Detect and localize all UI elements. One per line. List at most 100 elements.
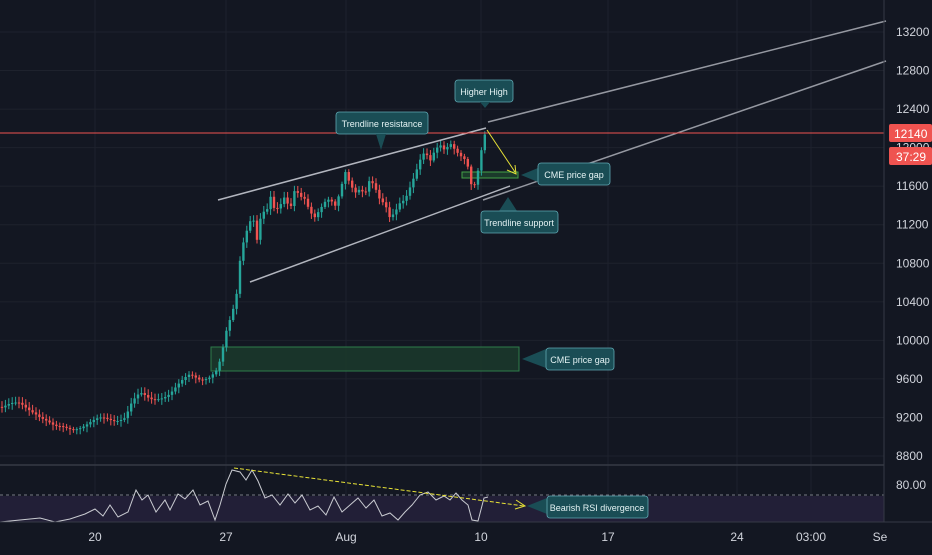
current-price-badge: 12140: [889, 124, 932, 142]
candle-body: [106, 417, 109, 419]
candle-body: [201, 379, 204, 381]
cme-gap-large-box[interactable]: [210, 346, 520, 372]
callout-cme-gap-large-label: CME price gap: [550, 355, 610, 365]
cme-gap-small-box[interactable]: [461, 171, 519, 179]
time-axis[interactable]: 20 27 Aug 10 17 24 03:00 Se: [88, 530, 887, 544]
candle-body: [310, 206, 313, 214]
candle-body: [480, 150, 483, 171]
candle-body: [425, 153, 429, 156]
y-tick-label: 13200: [896, 25, 930, 39]
candle-body: [34, 412, 38, 415]
trendline-resistance-line[interactable]: [217, 127, 487, 201]
candle-body: [31, 410, 34, 413]
candle-body: [374, 183, 378, 190]
candle-body: [269, 196, 272, 210]
candle-body: [0, 406, 4, 408]
projection-arrow: [486, 129, 517, 175]
candle-body: [388, 207, 391, 218]
candle-body: [48, 420, 51, 423]
x-tick-label: 17: [601, 530, 615, 544]
candle-body: [449, 144, 452, 147]
candle-body: [483, 134, 486, 151]
candle-body: [293, 191, 296, 207]
y-tick-label: 8800: [896, 449, 923, 463]
candle-body: [398, 203, 401, 210]
rsi-overbought-zone: [0, 496, 884, 522]
callout-trendline-support-label: Trendline support: [484, 218, 554, 228]
candle-body: [211, 374, 214, 378]
candle-body: [170, 391, 174, 395]
y-tick-label: 10400: [896, 295, 930, 309]
candle-body: [181, 380, 184, 384]
callout-trendline-resistance[interactable]: Trendline resistance: [335, 111, 429, 150]
callout-cme-gap-large[interactable]: CME price gap: [522, 347, 615, 371]
candle-body: [459, 152, 463, 157]
candle-body: [330, 199, 333, 202]
candle-body: [276, 207, 279, 209]
candle-body: [228, 320, 231, 331]
x-tick-label: Se: [873, 530, 888, 544]
y-tick-label: 12800: [896, 64, 930, 78]
candle-body: [432, 152, 435, 161]
candle-body: [252, 220, 255, 222]
candle-body: [354, 187, 357, 193]
candle-body: [75, 429, 78, 431]
callout-trendline-support[interactable]: Trendline support: [480, 197, 559, 234]
candle-body: [391, 214, 395, 218]
candle-body: [419, 159, 422, 170]
candle-body: [109, 418, 112, 421]
upper-channel-line[interactable]: [487, 20, 887, 123]
price-axis[interactable]: 1320012800124001200011600112001080010400…: [896, 25, 930, 463]
candle-body: [150, 397, 153, 400]
candle-body: [470, 166, 473, 185]
y-tick-label: 11600: [896, 179, 929, 193]
candle-body: [126, 411, 129, 419]
candle-body: [327, 199, 330, 202]
candle-body: [279, 204, 282, 209]
candle-body: [174, 387, 177, 392]
candle-body: [102, 417, 106, 419]
candle-body: [96, 418, 99, 420]
candle-body: [116, 421, 119, 423]
countdown-badge: 37:29: [889, 147, 932, 165]
candle-body: [303, 196, 306, 199]
rsi-divergence-line[interactable]: [233, 467, 525, 507]
candle-body: [133, 398, 136, 404]
callout-cme-gap-small[interactable]: CME price gap: [521, 162, 611, 186]
candle-body: [21, 402, 24, 405]
y-tick-label: 12400: [896, 102, 930, 116]
candle-body: [473, 184, 476, 186]
candle-body: [347, 172, 350, 181]
candle-body: [72, 429, 75, 431]
candle-body: [17, 402, 21, 404]
candle-body: [368, 181, 371, 192]
candle-body: [446, 146, 449, 150]
callout-higher-high[interactable]: Higher High: [454, 79, 514, 108]
candle-body: [82, 426, 85, 429]
callout-cme-gap-small-label: CME price gap: [544, 170, 604, 180]
candle-body: [194, 375, 197, 378]
candle-body: [119, 419, 123, 422]
candle-body: [153, 399, 157, 401]
candle-body: [286, 197, 289, 204]
candle-body: [157, 399, 160, 401]
candle-body: [11, 402, 14, 405]
candle-body: [184, 377, 187, 381]
candle-body: [89, 422, 92, 425]
candle-body: [130, 403, 133, 412]
candle-body: [198, 377, 201, 380]
candle-body: [55, 424, 58, 427]
candle-body: [266, 209, 269, 212]
candle-body: [79, 428, 82, 430]
candle-body: [167, 394, 170, 397]
trendline-support-line[interactable]: [249, 185, 511, 283]
candle-body: [351, 180, 354, 188]
candle-body: [221, 347, 225, 362]
candle-body: [415, 169, 418, 179]
candle-body: [402, 200, 405, 204]
callout-rsi-divergence[interactable]: Bearish RSI divergence: [527, 495, 649, 519]
candle-body: [65, 426, 68, 428]
candle-body: [242, 242, 245, 261]
candle-body: [28, 407, 31, 411]
